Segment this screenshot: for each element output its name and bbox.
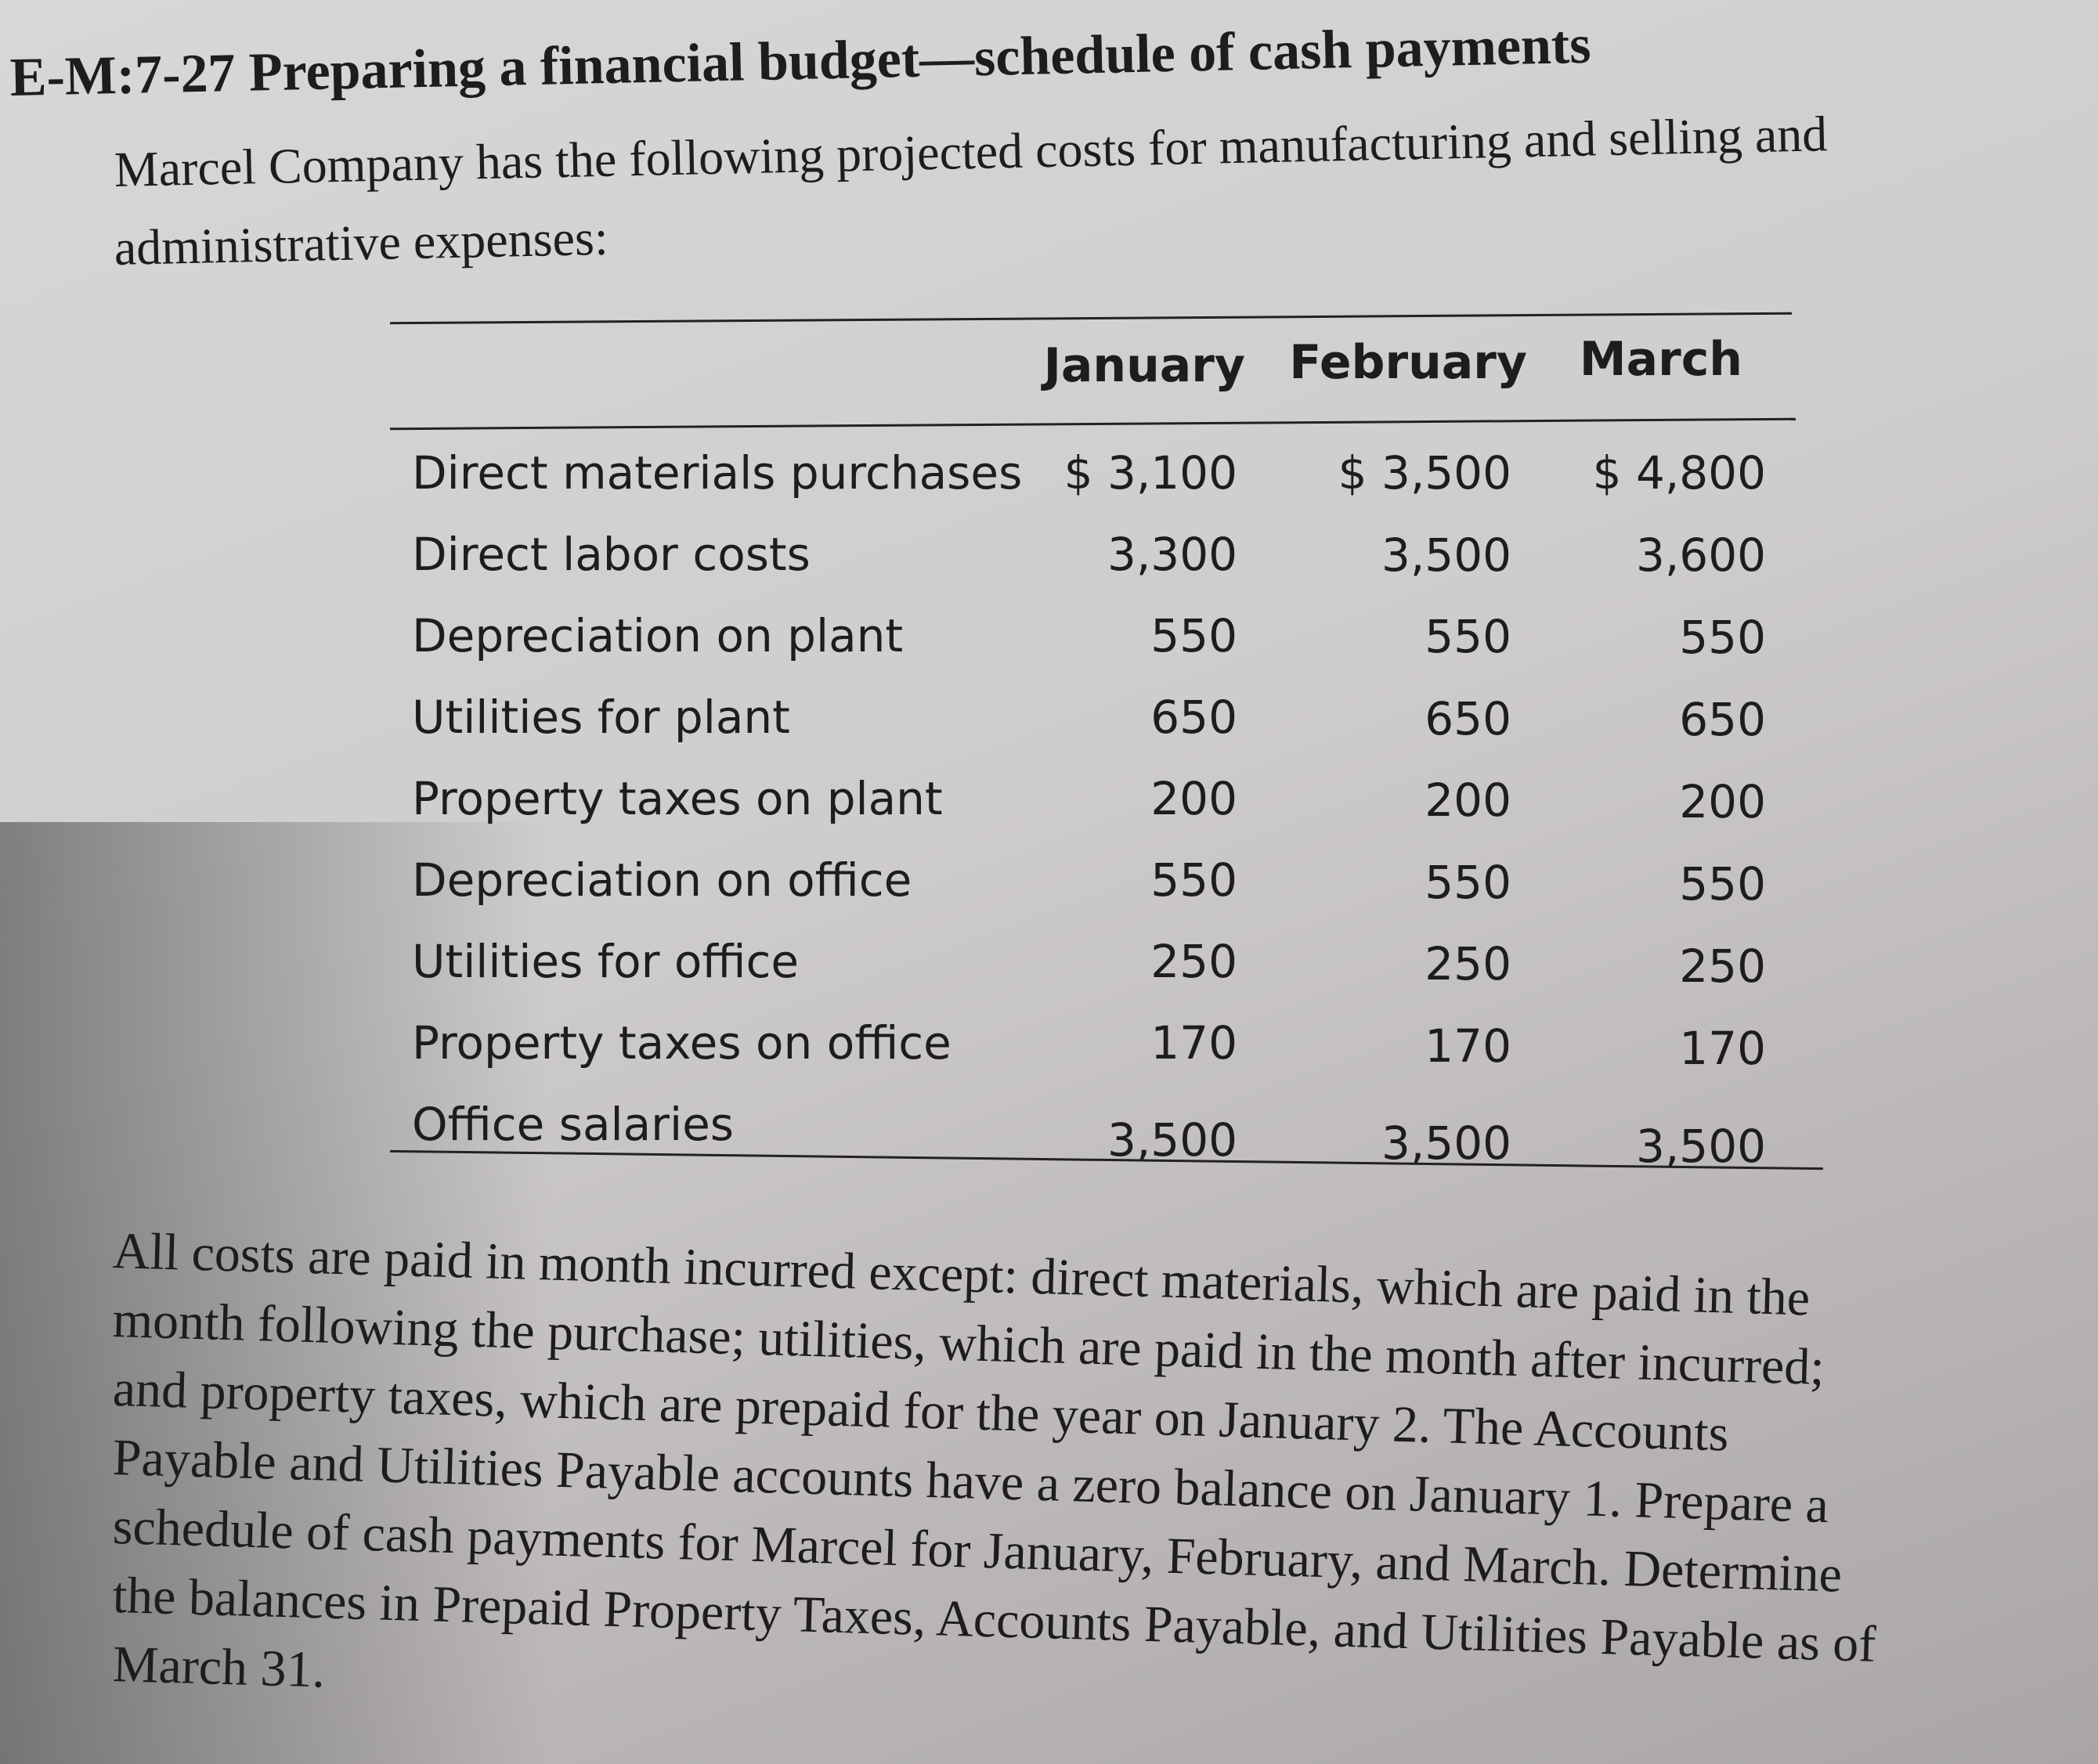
cell-january: 550 <box>1150 609 1237 662</box>
table-row: Utilities for office 250 250 250 <box>0 935 2098 1013</box>
cell-january: 3,500 <box>1107 1113 1237 1167</box>
row-label: Office salaries <box>412 1098 735 1151</box>
cell-january: $ 3,100 <box>1063 446 1237 500</box>
row-label: Direct materials purchases <box>412 446 1023 500</box>
cell-february: 3,500 <box>1381 1116 1511 1170</box>
column-header-march: March <box>1579 332 1742 387</box>
row-label: Property taxes on plant <box>412 772 943 825</box>
cell-march: 170 <box>1679 1022 1766 1075</box>
cell-january: 650 <box>1150 691 1237 744</box>
instruction-line: March 31. <box>111 1635 327 1699</box>
table-row: Depreciation on plant 550 550 550 <box>0 609 2098 687</box>
cell-january: 250 <box>1150 935 1237 988</box>
cell-march: 3,600 <box>1635 528 1766 582</box>
header-rule <box>390 417 1796 431</box>
row-label: Utilities for plant <box>412 691 790 744</box>
cell-march: 250 <box>1679 940 1766 993</box>
exercise-title: E-M:7-27 Preparing a financial budget—sc… <box>9 14 1592 108</box>
row-label: Direct labor costs <box>412 528 811 581</box>
cell-february: $ 3,500 <box>1338 446 1511 500</box>
cell-january: 3,300 <box>1107 528 1237 581</box>
table-row: Direct labor costs 3,300 3,500 3,600 <box>0 528 2098 606</box>
cell-march: 3,500 <box>1635 1120 1766 1173</box>
cell-january: 550 <box>1150 853 1237 907</box>
intro-line: administrative expenses: <box>114 209 609 276</box>
intro-line: Marcel Company has the following project… <box>114 106 1828 197</box>
table-row: Depreciation on office 550 550 550 <box>0 853 2098 932</box>
table-row: Direct materials purchases $ 3,100 $ 3,500… <box>0 446 2098 525</box>
cell-march: $ 4,800 <box>1592 446 1766 500</box>
table-row: Property taxes on office 170 170 170 <box>0 1016 2098 1095</box>
cell-february: 550 <box>1425 855 1511 909</box>
cell-february: 170 <box>1425 1019 1511 1073</box>
cell-march: 200 <box>1679 775 1766 828</box>
table-row: Property taxes on plant 200 200 200 <box>0 772 2098 850</box>
cell-february: 200 <box>1425 774 1511 827</box>
row-label: Depreciation on plant <box>412 609 904 662</box>
row-label: Depreciation on office <box>412 853 912 907</box>
cell-february: 250 <box>1425 937 1511 990</box>
row-label: Utilities for office <box>412 935 800 988</box>
cell-january: 170 <box>1150 1016 1237 1070</box>
cell-january: 200 <box>1150 772 1237 825</box>
column-header-january: January <box>1043 338 1245 393</box>
cell-march: 650 <box>1679 693 1766 746</box>
table-top-rule <box>390 312 1792 325</box>
row-label: Property taxes on office <box>412 1016 952 1070</box>
cell-february: 550 <box>1425 610 1511 663</box>
cell-march: 550 <box>1679 611 1766 664</box>
column-header-february: February <box>1289 335 1527 390</box>
cell-february: 650 <box>1425 691 1511 745</box>
table-row: Utilities for plant 650 650 650 <box>0 691 2098 769</box>
cell-march: 550 <box>1679 857 1766 911</box>
cell-february: 3,500 <box>1381 528 1511 582</box>
table-row: Office salaries 3,500 3,500 3,500 <box>0 1098 2098 1176</box>
